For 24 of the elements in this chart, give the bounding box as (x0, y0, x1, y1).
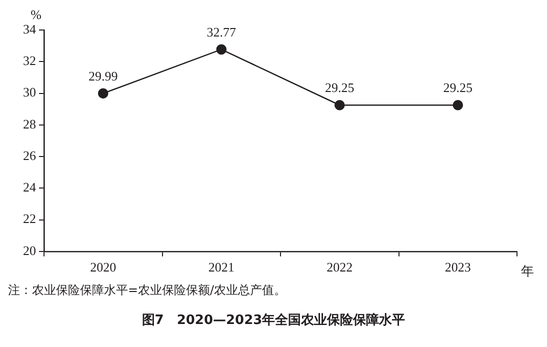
data-label: 29.25 (443, 80, 472, 96)
data-label: 29.25 (325, 80, 354, 96)
point (452, 100, 464, 110)
point (334, 100, 345, 110)
x-tick-label: 2021 (208, 260, 234, 275)
point (216, 44, 227, 55)
y-tick-label: 22 (23, 211, 36, 226)
y-tick-label: 26 (23, 148, 36, 163)
data-label: 32.77 (206, 24, 236, 40)
x-tick-label: 2023 (444, 260, 471, 275)
y-tick-label: 32 (23, 53, 36, 68)
text: 图7 2020—2023年全国农业保险保障水平 (140, 312, 406, 329)
y-tick-label: 30 (23, 84, 36, 100)
y-axis-title: % (30, 6, 42, 22)
y-tick-label: 28 (23, 116, 36, 132)
y-tick-label: 20 (23, 242, 36, 258)
x-tick-label: 2022 (326, 260, 353, 275)
point (98, 88, 108, 99)
data-label: 29.99 (88, 68, 118, 84)
y-tick-label: 24 (23, 180, 36, 195)
text: 注：农业保险保障水平=农业保险保额/农业总产值。 (8, 282, 288, 299)
x-tick-label: 2020 (90, 260, 116, 275)
x-axis-title: 年 (521, 263, 534, 278)
y-tick-label: 34 (23, 21, 36, 36)
